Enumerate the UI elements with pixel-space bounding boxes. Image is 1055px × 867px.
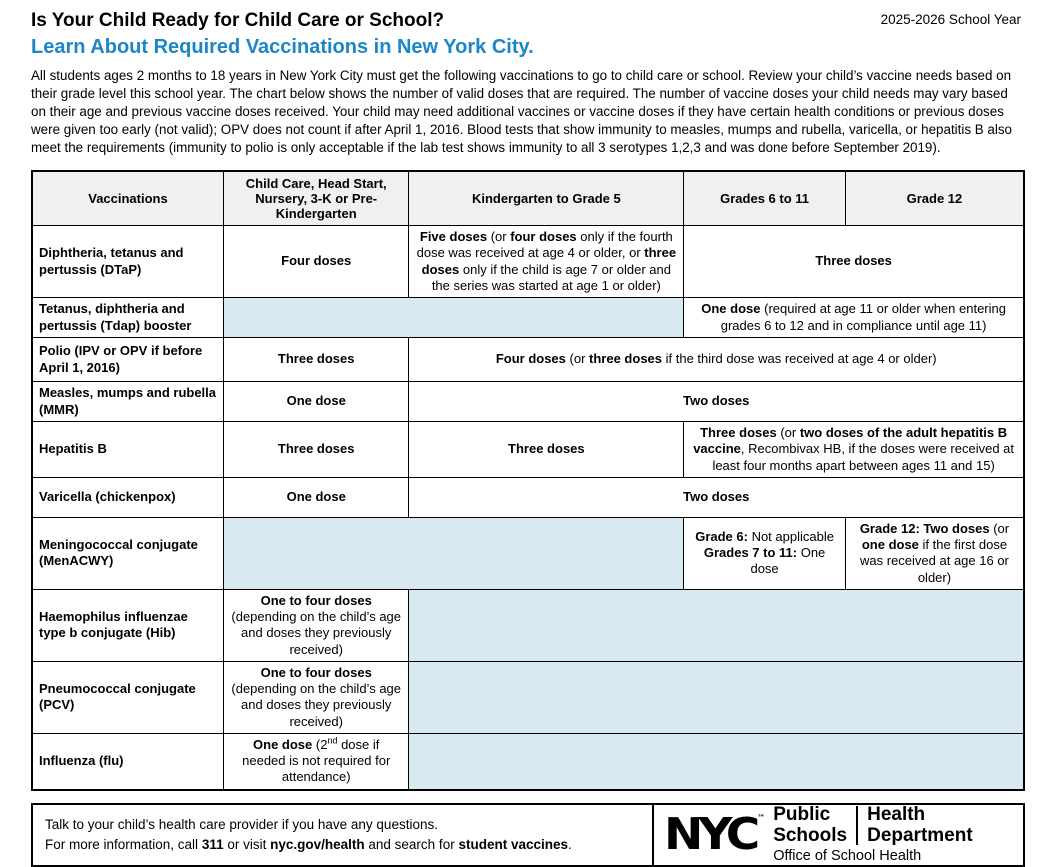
cell-dtap-0: Four doses — [222, 225, 410, 298]
cell-hib-1 — [408, 588, 1025, 662]
cell-hepatitis-b-0: Three doses — [222, 421, 410, 478]
health-department-label: Health Department — [867, 803, 973, 846]
cell-dtap-2: Three doses — [683, 225, 1025, 298]
row-label-hib: Haemophilus influenzae type b conjugate … — [31, 588, 224, 662]
table-row-tdap: Tetanus, diphtheria and pertussis (Tdap)… — [31, 297, 1025, 338]
public-schools-label: Public Schools — [773, 803, 848, 846]
nyc-logo-text: NYC — [664, 809, 760, 860]
vaccine-table: Vaccinations Child Care, Head Start, Nurs… — [31, 170, 1025, 791]
row-label-varicella: Varicella (chickenpox) — [31, 476, 224, 518]
logo-text-block: Public Schools Health Department Office … — [773, 803, 973, 865]
cell-menacwy-2: Grade 12: Two doses (or one dose if the … — [844, 516, 1025, 590]
logo-word-schools: Schools — [773, 824, 848, 846]
table-row-menacwy: Meningococcal conjugate (MenACWY) Grade 6… — [31, 516, 1025, 590]
table-body: Diphtheria, tetanus and pertussis (DTaP)… — [31, 225, 1025, 791]
cell-tdap-1: One dose (required at age 11 or older wh… — [683, 297, 1025, 338]
cell-menacwy-0 — [222, 516, 685, 590]
row-label-hepatitis-b: Hepatitis B — [31, 421, 224, 478]
nyc-logo: NYC ™ — [664, 813, 766, 856]
column-header-2: Kindergarten to Grade 5 — [408, 170, 685, 226]
row-label-pcv: Pneumococcal conjugate (PCV) — [31, 660, 224, 734]
cell-mmr-1: Two doses — [408, 381, 1025, 422]
school-year-label: 2025-2026 School Year — [880, 12, 1021, 27]
table-row-hepatitis-b: Hepatitis B Three doses Three doses Three d… — [31, 421, 1025, 478]
footer: Talk to your child’s health care provide… — [31, 802, 1025, 867]
row-label-dtap: Diphtheria, tetanus and pertussis (DTaP) — [31, 225, 224, 298]
document-header: Is Your Child Ready for Child Care or Sc… — [31, 10, 1025, 32]
column-header-0: Vaccinations — [31, 170, 224, 226]
column-header-4: Grade 12 — [844, 170, 1025, 226]
row-label-mmr: Measles, mumps and rubella (MMR) — [31, 381, 224, 422]
table-row-mmr: Measles, mumps and rubella (MMR) One dose… — [31, 381, 1025, 422]
cell-influenza-1 — [408, 732, 1025, 791]
cell-hepatitis-b-2: Three doses (or two doses of the adult h… — [683, 421, 1025, 478]
row-label-influenza: Influenza (flu) — [31, 732, 224, 791]
cell-varicella-0: One dose — [222, 476, 410, 518]
footer-line-2: For more information, call 311 or visit … — [45, 836, 572, 852]
logo-row: Public Schools Health Department — [773, 803, 973, 846]
table-row-dtap: Diphtheria, tetanus and pertussis (DTaP)… — [31, 225, 1025, 298]
page-title: Is Your Child Ready for Child Care or Sc… — [31, 10, 445, 31]
footer-text: Talk to your child’s health care provide… — [33, 805, 652, 865]
logo-word-department: Department — [867, 824, 973, 846]
column-header-3: Grades 6 to 11 — [683, 170, 846, 226]
table-row-influenza: Influenza (flu) One dose (2nd dose if nee… — [31, 732, 1025, 791]
row-label-menacwy: Meningococcal conjugate (MenACWY) — [31, 516, 224, 590]
table-row-pcv: Pneumococcal conjugate (PCV) One to four … — [31, 660, 1025, 734]
cell-varicella-1: Two doses — [408, 476, 1025, 518]
table-row-varicella: Varicella (chickenpox) One dose Two doses — [31, 476, 1025, 518]
cell-influenza-0: One dose (2nd dose if needed is not requ… — [222, 732, 410, 791]
cell-pcv-1 — [408, 660, 1025, 734]
table-head: Vaccinations Child Care, Head Start, Nurs… — [31, 170, 1025, 226]
cell-menacwy-1: Grade 6: Not applicable Grades 7 to 11: O… — [683, 516, 846, 590]
logo-word-health: Health — [867, 803, 926, 825]
cell-polio-1: Four doses (or three doses if the third … — [408, 337, 1025, 382]
cell-hepatitis-b-1: Three doses — [408, 421, 685, 478]
cell-tdap-0 — [222, 297, 685, 338]
row-label-polio: Polio (IPV or OPV if before April 1, 201… — [31, 337, 224, 382]
cell-mmr-0: One dose — [222, 381, 410, 422]
cell-hib-0: One to four doses (depending on the child… — [222, 588, 410, 662]
page-subtitle: Learn About Required Vaccinations in New… — [31, 35, 534, 58]
table-row-polio: Polio (IPV or OPV if before April 1, 201… — [31, 337, 1025, 382]
column-header-1: Child Care, Head Start, Nursery, 3-K or … — [222, 170, 410, 226]
table-header-row: Vaccinations Child Care, Head Start, Nurs… — [31, 170, 1025, 226]
trademark-symbol: ™ — [757, 813, 766, 823]
row-label-tdap: Tetanus, diphtheria and pertussis (Tdap)… — [31, 297, 224, 338]
cell-polio-0: Three doses — [222, 337, 410, 382]
cell-dtap-1: Five doses (or four doses only if the fo… — [408, 225, 685, 298]
intro-paragraph: All students ages 2 months to 18 years i… — [31, 67, 1012, 155]
footer-line-1: Talk to your child’s health care provide… — [45, 816, 438, 832]
table-row-hib: Haemophilus influenzae type b conjugate … — [31, 588, 1025, 662]
logo-word-public: Public — [773, 803, 831, 825]
logo-divider — [856, 805, 859, 846]
nyc-logo-block: NYC ™ Public Schools Health Department Of… — [652, 803, 1023, 865]
office-of-school-health-label: Office of School Health — [773, 848, 922, 865]
cell-pcv-0: One to four doses (depending on the child… — [222, 660, 410, 734]
